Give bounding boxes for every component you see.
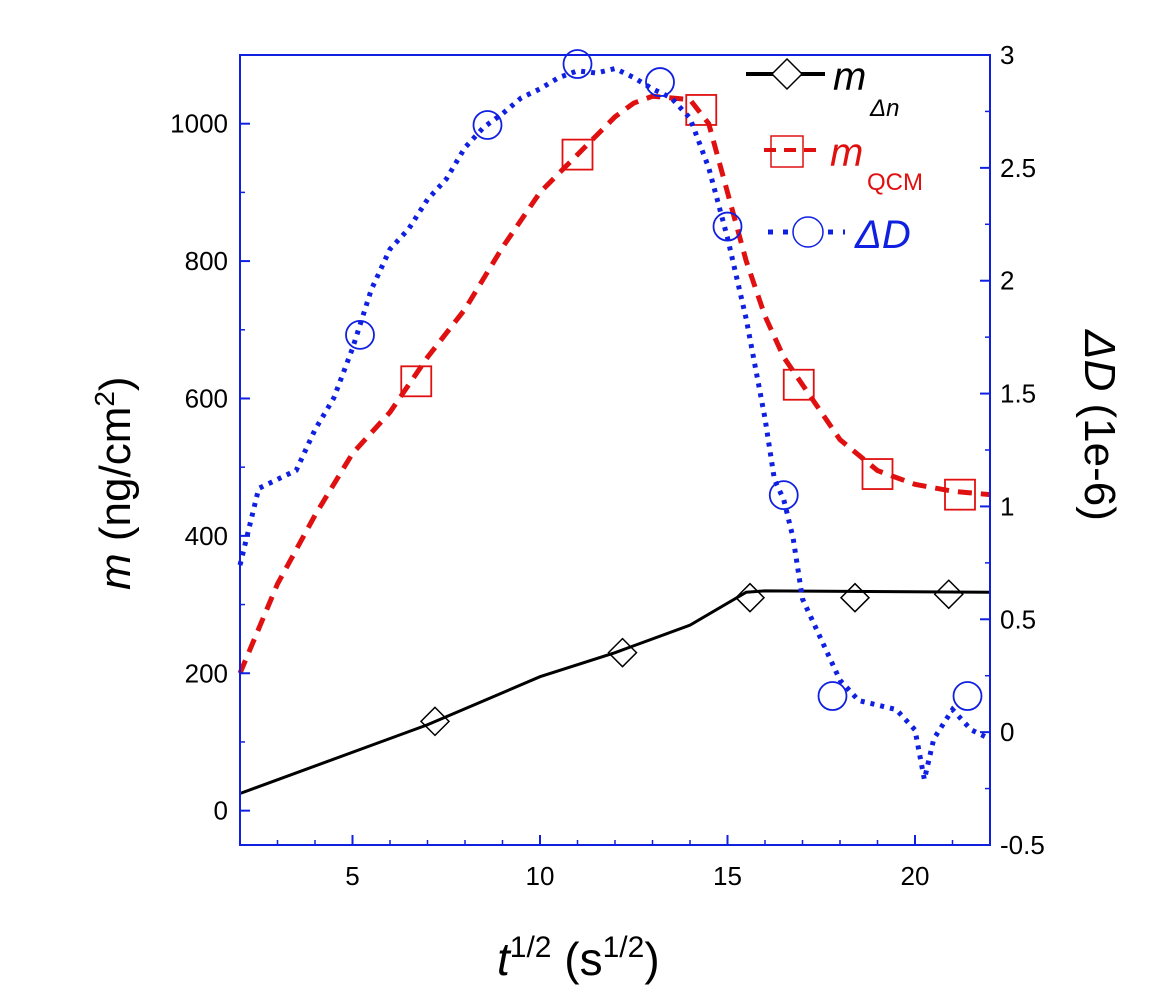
data-point-diamond xyxy=(734,582,766,613)
y-right-tick-label: 0 xyxy=(1000,717,1014,747)
y-right-tick-label: 2.5 xyxy=(1000,153,1036,183)
y-right-tick-label: 0.5 xyxy=(1000,604,1036,634)
data-point-square xyxy=(861,458,894,490)
series-line-1 xyxy=(237,93,991,675)
data-point-circle xyxy=(472,110,503,140)
legend: m Δn m QCM ΔD xyxy=(746,55,923,257)
y-left-tick-label: 800 xyxy=(185,246,228,276)
y-left-tick-label: 600 xyxy=(185,383,228,413)
y-right-tick-label: 3 xyxy=(1000,40,1014,70)
data-point-diamond xyxy=(933,579,964,610)
legend-label: m xyxy=(830,131,863,175)
data-point-circle xyxy=(712,211,743,242)
square-marker-icon xyxy=(770,135,804,168)
data-point-square xyxy=(561,138,594,171)
x-tick-label: 5 xyxy=(345,861,359,891)
legend-entry-delta-d: ΔD xyxy=(768,213,911,257)
legend-entry-m-dn: m Δn xyxy=(746,55,899,122)
data-point-diamond xyxy=(419,706,451,737)
data-point-square xyxy=(400,365,433,398)
data-point-diamond xyxy=(839,582,871,613)
legend-sub: QCM xyxy=(867,169,923,196)
data-point-square xyxy=(685,94,718,126)
circle-marker-icon xyxy=(792,216,824,248)
diamond-marker-icon xyxy=(770,57,804,91)
x-tick-label: 15 xyxy=(713,861,742,891)
y-right-tick-label: 1 xyxy=(1000,491,1014,521)
data-point-circle xyxy=(768,480,799,511)
data-point-diamond xyxy=(607,637,638,668)
series-line-0 xyxy=(239,589,991,795)
x-tick-label: 10 xyxy=(526,861,555,891)
data-point-square xyxy=(782,368,815,401)
legend-label: ΔD xyxy=(854,213,911,257)
data-point-circle xyxy=(817,681,848,711)
y-left-tick-label: 1000 xyxy=(170,109,228,139)
data-point-square xyxy=(944,478,976,511)
x-tick-label: 20 xyxy=(901,861,930,891)
y-left-tick-label: 200 xyxy=(185,658,228,688)
y-left-tick-label: 0 xyxy=(214,796,228,826)
data-point-circle xyxy=(645,67,675,97)
data-point-circle xyxy=(562,49,593,79)
legend-entry-m-qcm: m QCM xyxy=(764,131,923,196)
y-right-tick-label: -0.5 xyxy=(1000,830,1045,860)
data-point-circle xyxy=(952,681,983,711)
y-right-tick-label: 2 xyxy=(1000,266,1014,296)
y-axis-left-label: m (ng/cm2) xyxy=(89,376,140,590)
y-right-tick-label: 1.5 xyxy=(1000,379,1036,409)
x-axis-label: t1/2 (s1/2) xyxy=(497,931,660,985)
y-left-tick-label: 400 xyxy=(185,521,228,551)
legend-sub: Δn xyxy=(869,95,899,122)
legend-label: m xyxy=(833,55,866,99)
y-axis-right-label: ΔD (1e-6) xyxy=(1075,329,1124,521)
data-point-circle xyxy=(345,319,375,350)
